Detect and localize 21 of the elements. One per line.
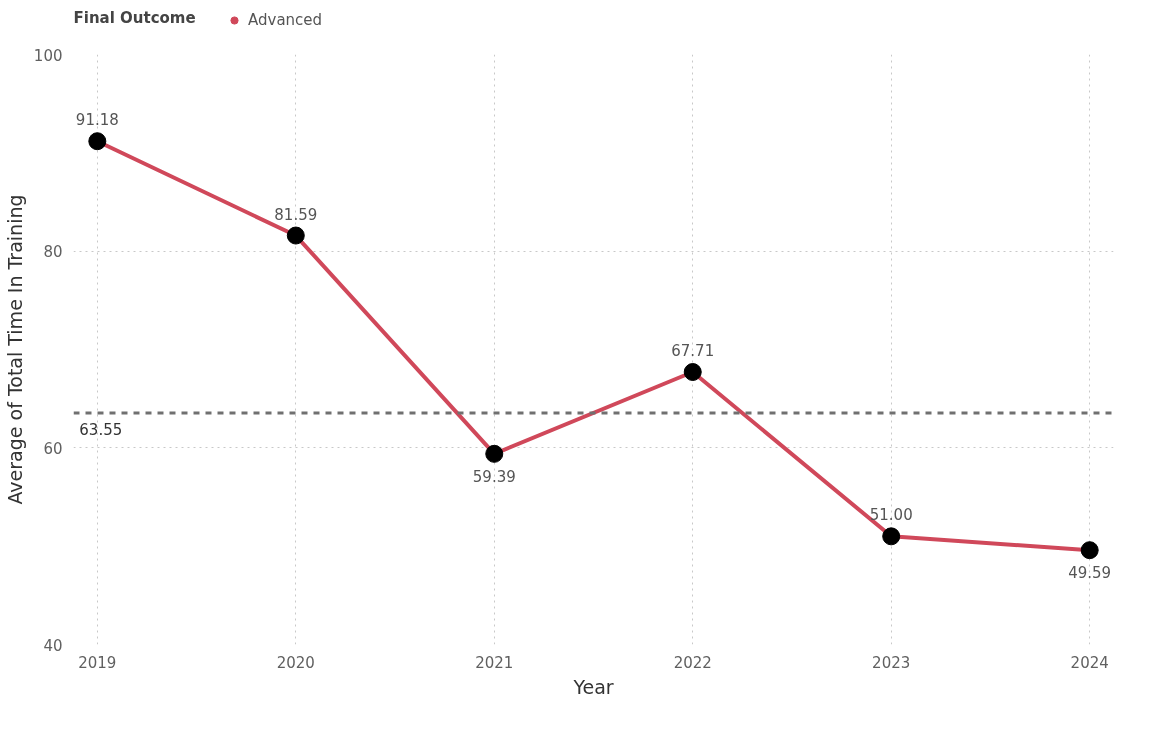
legend-title: Final Outcome xyxy=(73,8,196,27)
y-tick-label: 40 xyxy=(43,636,63,655)
data-label: 67.71 xyxy=(671,342,715,361)
y-axis-title: Average of Total Time In Training xyxy=(3,194,26,505)
data-label: 91.18 xyxy=(75,111,119,130)
x-tick-label: 2020 xyxy=(276,653,315,672)
data-label: 51.00 xyxy=(869,506,913,525)
data-label: 81.59 xyxy=(274,205,318,224)
x-tick-label: 2024 xyxy=(1070,653,1109,672)
x-tick-label: 2022 xyxy=(673,653,712,672)
x-tick-label: 2021 xyxy=(475,653,514,672)
data-label: 49.59 xyxy=(1068,564,1112,583)
x-axis-title: Year xyxy=(572,675,614,698)
x-tick-label: 2019 xyxy=(78,653,117,672)
y-tick-label: 80 xyxy=(43,243,63,262)
x-tick-label: 2023 xyxy=(872,653,911,672)
data-label: 59.39 xyxy=(472,467,516,486)
ref-line-label: 63.55 xyxy=(79,420,123,439)
y-tick-label: 60 xyxy=(43,439,63,458)
y-tick-label: 100 xyxy=(33,46,63,65)
legend-label: Advanced xyxy=(248,11,323,29)
